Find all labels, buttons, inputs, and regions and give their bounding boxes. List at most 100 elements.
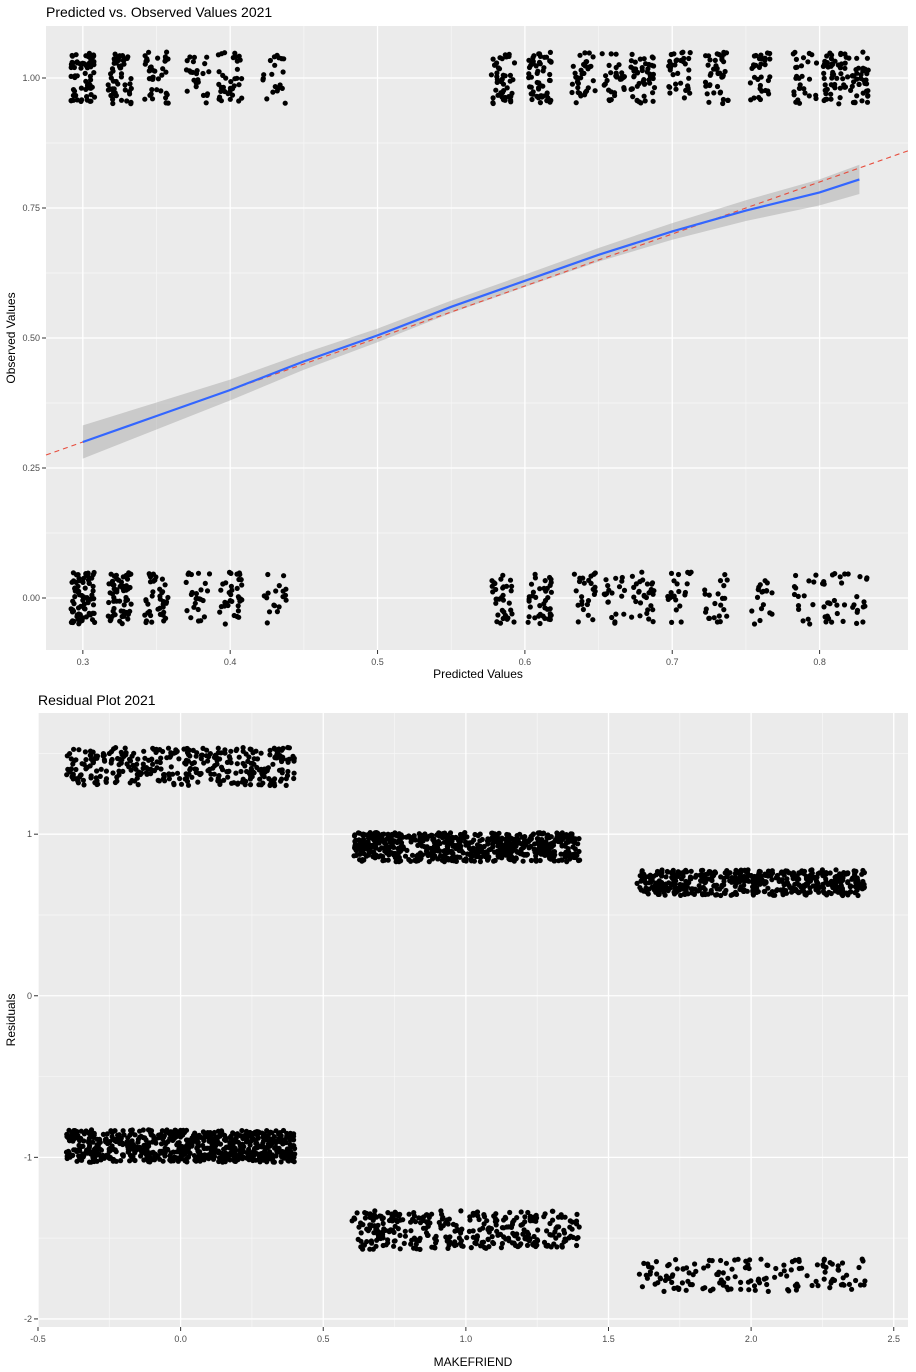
data-point <box>158 88 164 94</box>
data-point <box>228 592 234 598</box>
residual-point <box>218 764 225 770</box>
data-point <box>500 97 506 103</box>
data-point <box>749 608 755 614</box>
residual-point <box>705 891 711 897</box>
residual-point <box>103 776 110 782</box>
residual-point <box>773 875 779 881</box>
data-point <box>608 51 614 57</box>
data-point <box>509 90 515 96</box>
data-point <box>498 576 504 582</box>
data-point <box>621 85 627 91</box>
data-point <box>489 583 495 589</box>
residual-point <box>573 1218 580 1224</box>
data-point <box>628 58 635 64</box>
residual-point <box>461 857 467 863</box>
data-point <box>854 93 860 99</box>
predicted-vs-observed-chart: Predicted vs. Observed Values 2021 0.3 0.… <box>4 4 909 681</box>
residual-point <box>429 1211 435 1217</box>
data-point <box>112 51 118 57</box>
data-point <box>188 615 194 621</box>
residual-point <box>853 1277 859 1284</box>
data-point <box>613 51 619 57</box>
residual-point <box>656 891 662 897</box>
data-point <box>527 604 533 610</box>
residual-point <box>643 885 649 891</box>
residual-point <box>636 1271 643 1277</box>
residual-point <box>481 1221 487 1227</box>
data-point <box>719 595 726 602</box>
residual-point <box>741 882 747 888</box>
residual-point <box>528 833 534 840</box>
residual-point <box>182 776 188 782</box>
data-point <box>496 66 503 72</box>
data-point <box>613 575 619 581</box>
residual-point <box>107 1148 113 1154</box>
data-point <box>588 573 594 579</box>
residual-point <box>855 883 861 889</box>
residual-point <box>247 782 254 788</box>
residual-point <box>420 1225 427 1231</box>
residual-point <box>243 1139 250 1145</box>
data-point <box>581 580 587 586</box>
data-point <box>548 97 554 103</box>
data-point <box>644 610 650 617</box>
data-point <box>217 609 223 615</box>
data-point <box>128 601 134 607</box>
residual-point <box>263 1137 269 1143</box>
residual-point <box>467 852 473 858</box>
data-point <box>677 603 683 609</box>
residual-point <box>402 1233 408 1239</box>
residual-point <box>211 1129 217 1136</box>
residual-point <box>688 868 694 874</box>
residual-point <box>359 857 365 863</box>
data-point <box>631 584 637 591</box>
data-point <box>109 591 116 597</box>
residual-point <box>361 851 367 857</box>
data-point <box>276 55 282 61</box>
data-point <box>528 62 534 68</box>
residual-point <box>76 1153 82 1159</box>
residual-point <box>649 1265 655 1271</box>
data-point <box>813 95 819 102</box>
data-point <box>651 85 658 91</box>
data-point <box>264 595 270 601</box>
residual-point <box>468 1245 474 1251</box>
data-point <box>495 612 501 618</box>
residual-point <box>747 1257 753 1263</box>
residual-point <box>790 876 796 882</box>
residual-point <box>270 761 276 767</box>
residual-point <box>748 1278 754 1284</box>
residual-point <box>732 1274 738 1280</box>
data-point <box>105 82 111 88</box>
residual-point <box>521 843 527 849</box>
residual-point <box>121 753 127 759</box>
data-point <box>850 604 856 610</box>
residual-point <box>735 1256 741 1262</box>
data-point <box>577 575 583 581</box>
residual-point <box>261 1157 267 1163</box>
residual-point <box>103 1139 109 1145</box>
data-point <box>686 55 692 62</box>
data-point <box>229 92 236 98</box>
data-point <box>236 82 242 88</box>
residual-point <box>77 772 84 778</box>
data-point <box>528 581 535 587</box>
residual-point <box>205 758 211 764</box>
data-point <box>107 86 113 92</box>
data-point <box>532 571 538 578</box>
residual-point <box>724 874 730 880</box>
residual-point <box>432 843 438 849</box>
residual-point <box>140 761 146 767</box>
residual-point <box>176 1146 182 1152</box>
data-point <box>276 604 282 610</box>
data-point <box>711 90 717 96</box>
data-point <box>823 619 829 625</box>
residual-point <box>126 1148 132 1154</box>
data-point <box>149 87 155 93</box>
data-point <box>644 581 651 587</box>
residual-point <box>460 833 466 840</box>
residual-point <box>542 1211 548 1217</box>
data-point <box>117 598 123 604</box>
residual-point <box>765 868 772 874</box>
data-point <box>820 581 826 587</box>
